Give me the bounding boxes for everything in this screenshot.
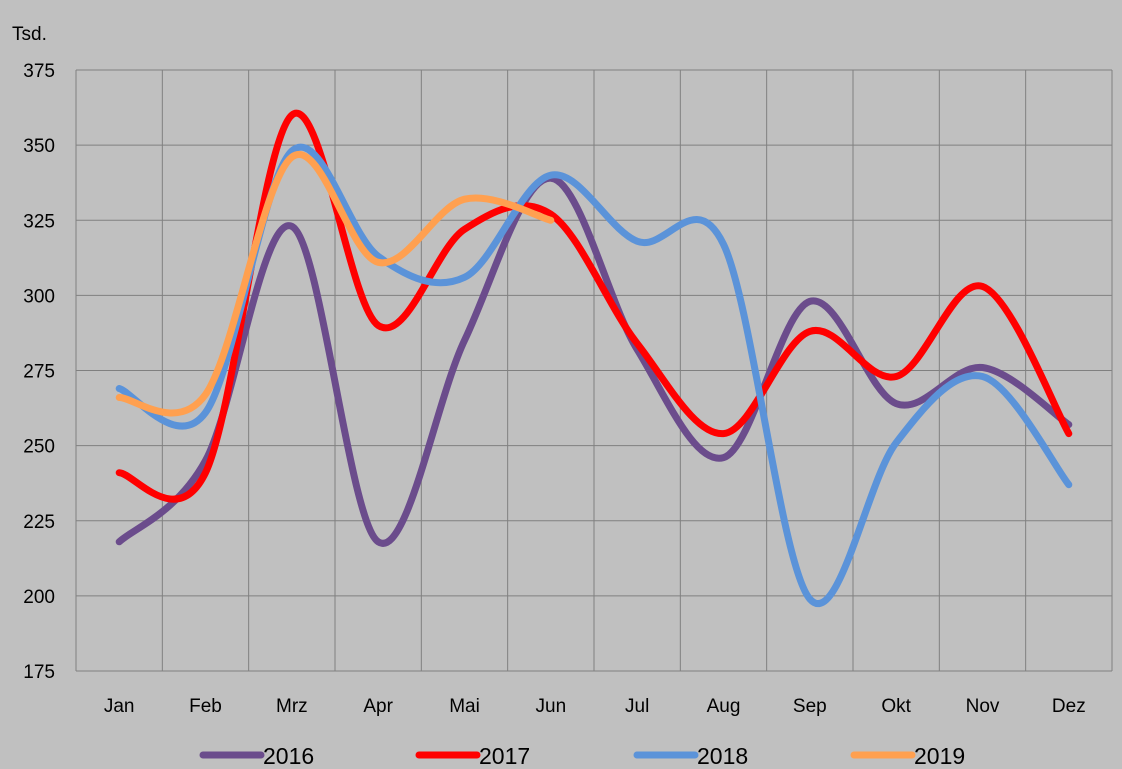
x-tick-label: Apr (363, 696, 393, 717)
x-tick-label: Mrz (276, 696, 308, 717)
x-tick-label: Feb (189, 696, 222, 717)
x-tick-label: Okt (881, 696, 911, 717)
y-tick-label: 250 (23, 437, 55, 458)
x-tick-label: Jun (536, 696, 567, 717)
x-tick-label: Sep (793, 696, 827, 717)
legend: 2016 2017 2018 2019 (199, 743, 965, 769)
y-tick-label: 350 (23, 136, 55, 157)
series-lines (115, 109, 1073, 607)
y-tick-label: 175 (23, 662, 55, 683)
x-tick-label: Jan (104, 696, 135, 717)
series-line-2017 (115, 109, 1073, 503)
x-tick-label: Aug (707, 696, 741, 717)
legend-label-2019: 2019 (914, 743, 965, 769)
y-axis-ticks: 175 200 225 250 275 300 325 350 375 (23, 61, 55, 683)
x-axis-ticks: Jan Feb Mrz Apr Mai Jun Jul Aug Sep Okt Nov Dez (104, 696, 1086, 717)
y-tick-label: 325 (23, 211, 55, 232)
series-line-2019 (115, 151, 555, 417)
x-tick-label: Mai (449, 696, 480, 717)
x-tick-label: Nov (966, 696, 1000, 717)
y-tick-label: 275 (23, 362, 55, 383)
y-tick-label: 300 (23, 286, 55, 307)
x-tick-label: Dez (1052, 696, 1086, 717)
legend-label-2017: 2017 (479, 743, 530, 769)
x-tick-label: Jul (625, 696, 649, 717)
y-tick-label: 375 (23, 61, 55, 82)
legend-label-2016: 2016 (263, 743, 314, 769)
y-tick-label: 225 (23, 512, 55, 533)
y-tick-label: 200 (23, 587, 55, 608)
y-unit-label: Tsd. (12, 24, 47, 45)
legend-label-2018: 2018 (697, 743, 748, 769)
